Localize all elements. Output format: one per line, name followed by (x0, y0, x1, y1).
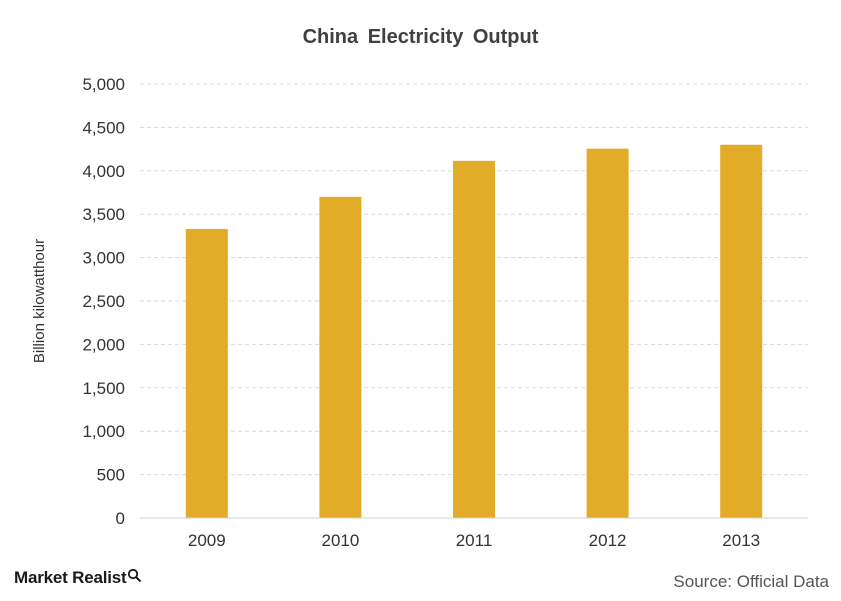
bar-2012 (586, 148, 629, 518)
y-axis-title: Billion kilowatthour (31, 239, 48, 363)
y-tick-label: 1,000 (82, 422, 125, 441)
bar-2013 (720, 144, 763, 518)
y-tick-label: 500 (97, 466, 125, 485)
y-tick-label: 0 (116, 509, 125, 528)
gridlines (140, 83, 808, 476)
x-tick-label: 2012 (589, 531, 627, 550)
y-tick-label: 5,000 (82, 75, 125, 94)
bar-2009 (185, 228, 228, 518)
magnifier-icon (127, 568, 142, 588)
y-tick-label: 1,500 (82, 379, 125, 398)
source-note: Source: Official Data (673, 572, 829, 591)
brand-name: Market Realist (14, 568, 127, 587)
bars (185, 144, 763, 518)
bar-2011 (453, 160, 495, 518)
y-tick-label: 2,000 (82, 335, 125, 354)
x-tick-labels: 2009 2010 2011 2012 2013 (188, 531, 760, 550)
chart-title: China Electricity Output (302, 26, 539, 48)
y-tick-label: 4,500 (82, 118, 125, 137)
x-tick-label: 2013 (722, 531, 760, 550)
x-tick-label: 2010 (321, 531, 359, 550)
y-tick-label: 3,500 (82, 205, 125, 224)
y-tick-label: 4,000 (82, 162, 125, 181)
y-tick-labels: 0 500 1,000 1,500 2,000 2,500 3,000 3,500 4,000 4… (82, 75, 125, 528)
x-tick-label: 2011 (456, 531, 493, 550)
x-tick-label: 2009 (188, 531, 226, 550)
y-tick-label: 3,000 (82, 249, 125, 268)
y-tick-label: 2,500 (82, 292, 125, 311)
brand-logo: Market Realist (14, 568, 142, 588)
bar-2010 (319, 196, 362, 518)
